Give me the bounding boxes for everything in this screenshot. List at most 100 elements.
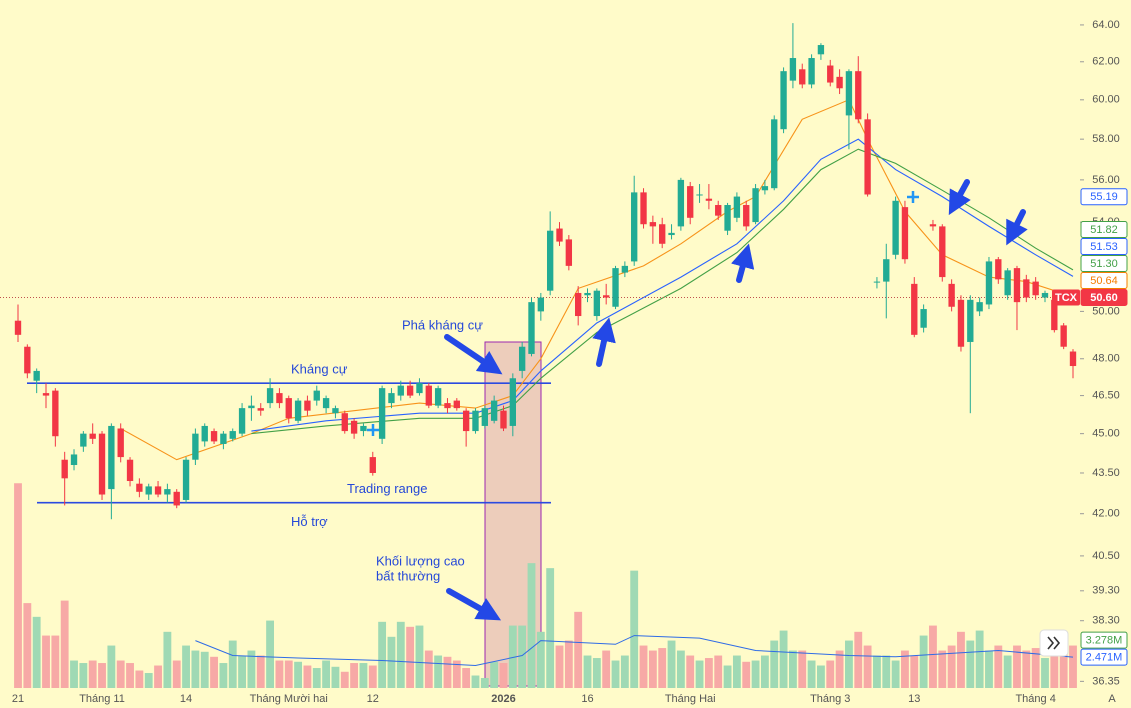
cross-marker — [907, 191, 919, 203]
volume-bar — [658, 648, 667, 688]
candle-body — [229, 431, 236, 439]
candle-body — [173, 491, 180, 506]
cross-marker — [367, 424, 379, 436]
candle-body — [238, 408, 246, 434]
volume-bar — [98, 663, 106, 688]
candle-body — [808, 58, 815, 85]
volume-bar — [368, 665, 377, 688]
volume-bar — [322, 660, 331, 688]
volume-bar — [592, 658, 601, 688]
volume-bar — [676, 650, 685, 688]
candle-body — [145, 486, 152, 495]
candle-body — [883, 259, 890, 282]
price-badge — [1080, 255, 1128, 273]
moving-average — [120, 99, 1074, 461]
volume-bar — [42, 635, 50, 688]
volume-bar — [602, 650, 611, 688]
candle-body — [444, 403, 451, 409]
candle-body — [182, 459, 190, 500]
candle-body — [957, 299, 965, 347]
volume-bar — [312, 668, 321, 688]
volume-bar — [760, 655, 769, 688]
arrow — [446, 588, 502, 621]
candle-body — [341, 413, 348, 432]
candle-body — [304, 400, 311, 411]
candle-body — [154, 486, 162, 495]
candle-body — [164, 489, 171, 495]
arrow — [948, 179, 971, 216]
arrows — [444, 179, 1028, 621]
candle-body — [528, 302, 535, 354]
candle-body — [911, 283, 918, 335]
price-badge — [1080, 238, 1128, 256]
volume-bar — [424, 650, 433, 688]
candle-body — [556, 228, 563, 242]
volume-bar — [835, 650, 844, 688]
volume-bar — [891, 660, 900, 688]
x-tick-label: 13 — [908, 693, 920, 705]
volume-bar — [929, 625, 937, 688]
y-tick-label: 39.30 — [1092, 585, 1120, 597]
candle-body — [939, 226, 946, 278]
volume-bar — [406, 626, 415, 688]
volume-bar — [798, 650, 807, 688]
volume-bar — [938, 650, 947, 688]
volume-bar — [275, 660, 284, 688]
candle-body — [210, 431, 218, 442]
price-badge-label: 51.30 — [1090, 258, 1118, 270]
volume-bar — [901, 650, 909, 688]
volume-bar — [854, 631, 863, 688]
volume-bar — [219, 663, 228, 688]
x-tick-label: Tháng 11 — [79, 693, 125, 705]
volume-bar — [331, 666, 340, 688]
volume-bar — [536, 631, 545, 688]
volume-bar — [462, 668, 471, 688]
y-tick-label: 43.50 — [1092, 467, 1120, 479]
y-tick-label: 60.00 — [1092, 94, 1120, 106]
volume-bar — [994, 645, 1003, 688]
levels-layer: Kháng cự Trading range Hỗ trợ — [27, 362, 551, 529]
candle-body — [490, 400, 498, 421]
arrow — [1006, 209, 1028, 246]
volume-bar — [695, 660, 704, 688]
y-tick-label: 46.50 — [1092, 390, 1120, 402]
candle-body — [640, 192, 647, 225]
price-badge — [1080, 648, 1128, 666]
level-label: Trading range — [347, 481, 427, 496]
scroll-button[interactable] — [1039, 629, 1069, 657]
volume-bar — [14, 483, 22, 688]
candle-body — [1004, 270, 1011, 296]
price-badge — [1080, 289, 1128, 307]
candle-body — [406, 385, 414, 396]
candle-body — [603, 295, 610, 298]
candle-body — [201, 425, 208, 442]
candle-body — [42, 393, 50, 396]
volume-bar — [779, 630, 788, 688]
candle-body — [584, 292, 591, 296]
volume-label: bất thường — [376, 568, 440, 583]
candle-body — [612, 268, 619, 307]
candle-body — [659, 224, 666, 244]
price-badge-label: 50.64 — [1090, 275, 1118, 287]
candle-body — [108, 425, 115, 490]
volume-bar — [340, 671, 349, 688]
candle-body — [397, 385, 404, 396]
volume-bar — [985, 650, 993, 688]
candle-body — [61, 459, 68, 479]
candle-body — [743, 205, 750, 227]
candle-body — [248, 405, 255, 409]
volume-bar — [910, 655, 919, 688]
volume-bar — [770, 640, 779, 688]
candle-body — [266, 388, 274, 404]
volume-bar — [704, 658, 713, 688]
level-label: Kháng cự — [291, 362, 348, 377]
y-tick-label: 62.00 — [1092, 56, 1120, 68]
candle-layer — [14, 23, 1077, 520]
price-badge-label: 50.60 — [1090, 292, 1118, 304]
volume-bar — [639, 645, 648, 688]
candle-body — [33, 370, 40, 381]
auto-scale[interactable]: A — [1108, 693, 1116, 705]
volume-bar — [873, 655, 881, 688]
candle-body — [313, 390, 320, 401]
